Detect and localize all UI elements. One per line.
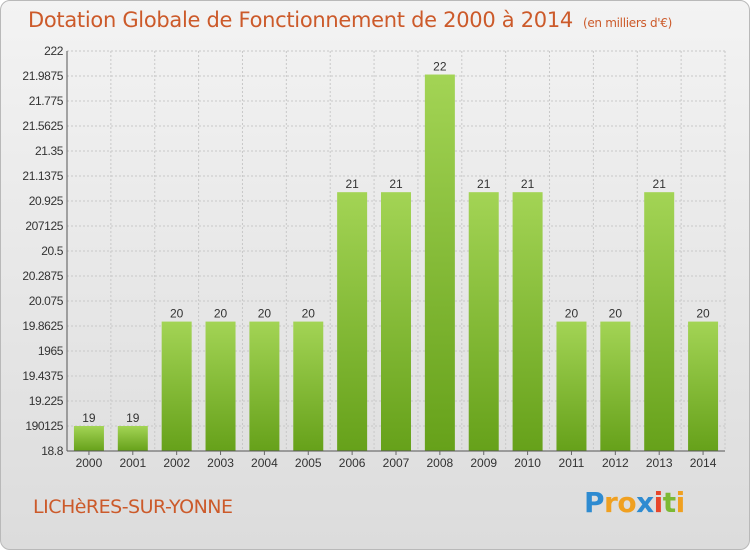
y-tick-label: 207125	[25, 219, 63, 233]
y-tick-label: 21.9875	[22, 69, 63, 83]
y-tick-label: 20.5	[41, 244, 63, 258]
bar-value-label: 20	[170, 307, 184, 321]
x-tick-label: 2007	[383, 456, 410, 470]
bar-value-label: 21	[389, 177, 403, 191]
y-tick-label: 21.1375	[22, 169, 63, 183]
x-tick-label: 2002	[163, 456, 190, 470]
x-tick-label: 2009	[470, 456, 497, 470]
chart-title: Dotation Globale de Fonctionnement de 20…	[28, 8, 672, 32]
x-tick-label: 2004	[251, 456, 278, 470]
x-tick-label: 2013	[646, 456, 673, 470]
bar	[688, 321, 719, 451]
y-tick-label: 20.2875	[22, 269, 63, 283]
y-tick-label: 21.5625	[22, 119, 63, 133]
bar	[600, 321, 631, 451]
bar	[293, 321, 324, 451]
y-tick-label: 222	[44, 44, 64, 58]
bar-value-label: 19	[126, 411, 140, 425]
bar-value-label: 20	[258, 307, 272, 321]
bar-value-label: 19	[82, 411, 96, 425]
bar	[644, 192, 675, 452]
y-tick-label: 19.225	[29, 394, 64, 408]
x-tick-label: 2014	[690, 456, 717, 470]
bar-value-label: 20	[302, 307, 316, 321]
x-tick-label: 2006	[339, 456, 366, 470]
x-tick-label: 2011	[559, 456, 585, 470]
y-tick-label: 190125	[25, 419, 63, 433]
bar-value-label: 21	[345, 177, 359, 191]
bars: 19 19 20 20 20 20 21 21 22 21 21 20 20 21 20	[73, 60, 719, 452]
y-tick-label: 20.925	[29, 194, 64, 208]
chart-title-text: Dotation Globale de Fonctionnement de 20…	[28, 8, 573, 32]
y-tick-label: 19.4375	[22, 369, 63, 383]
bar-value-label: 21	[653, 177, 667, 191]
x-tick-label: 2000	[76, 456, 103, 470]
x-tick-label: 2005	[295, 456, 322, 470]
bar-value-label: 20	[565, 307, 579, 321]
x-tick-label: 2008	[427, 456, 454, 470]
commune-name: LICHèRES-SUR-YONNE	[33, 496, 233, 518]
bar	[468, 192, 499, 452]
bar	[337, 192, 368, 452]
proxiti-logo[interactable]: Proxiti	[584, 486, 685, 519]
bar-value-label: 20	[214, 307, 228, 321]
bar	[512, 192, 543, 452]
bar-value-label: 21	[521, 177, 535, 191]
y-tick-label: 21.775	[29, 94, 64, 108]
y-tick-label: 21.35	[35, 144, 64, 158]
bar-value-label: 22	[433, 60, 447, 74]
chart-unit: (en milliers d'€)	[582, 16, 672, 30]
y-tick-label: 1965	[38, 344, 64, 358]
x-tick-label: 2010	[514, 456, 541, 470]
y-tick-label: 18.8	[41, 444, 63, 458]
y-axis-ticks: 18.8 190125 19.225 19.4375 1965 19.8625 20.075…	[22, 44, 64, 458]
bar-value-label: 20	[609, 307, 623, 321]
bar-value-label: 21	[477, 177, 491, 191]
bar-value-label: 20	[696, 307, 710, 321]
bar	[556, 321, 587, 451]
bar	[381, 192, 411, 452]
bar	[205, 321, 236, 451]
y-tick-label: 20.075	[29, 294, 64, 308]
bar	[424, 74, 455, 451]
x-axis-ticks: 2000 2001 2002 2003 2004 2005 2006 2007 2008 2009…	[76, 451, 717, 470]
x-tick-label: 2012	[602, 456, 629, 470]
y-tick-label: 19.8625	[22, 319, 63, 333]
bar	[73, 426, 104, 451]
bar	[161, 321, 192, 451]
x-tick-label: 2003	[207, 456, 234, 470]
x-tick-label: 2001	[119, 456, 146, 470]
bar	[249, 321, 280, 451]
bar	[117, 426, 148, 451]
